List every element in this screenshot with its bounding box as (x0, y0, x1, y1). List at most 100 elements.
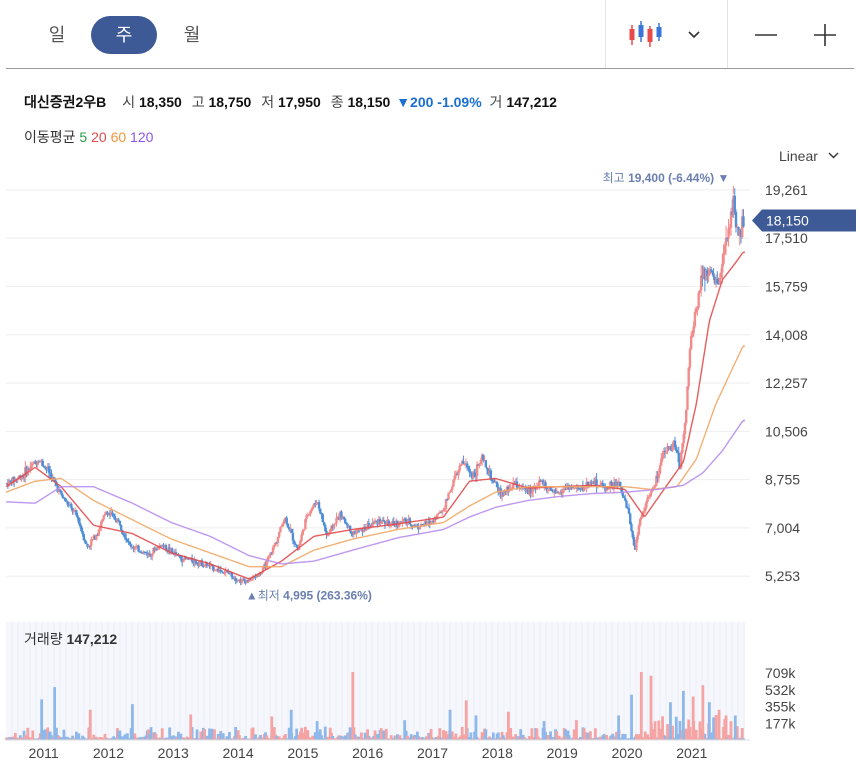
candle-body (424, 521, 428, 524)
candle-body (436, 514, 439, 520)
period-tab-day[interactable]: 일 (48, 25, 66, 45)
moving-average-legend[interactable]: 이동평균 5 20 60 120 (24, 127, 153, 147)
candle-body (594, 479, 597, 484)
candle-body (101, 519, 104, 522)
candle-body (179, 556, 183, 559)
close-value: 18,150 (347, 94, 391, 110)
candle-body (209, 564, 212, 567)
candle-body (499, 488, 502, 498)
candle-body (139, 551, 143, 553)
volume-bar (729, 721, 733, 740)
candle-body (147, 553, 150, 556)
candle-body (375, 520, 378, 522)
candle-body (300, 534, 303, 541)
candle-body (498, 488, 501, 493)
candle-body (482, 454, 485, 461)
volume-bar (323, 726, 327, 740)
volume-bar (272, 727, 276, 740)
candle-body (180, 558, 184, 563)
candle-body (617, 482, 621, 486)
toolbar: 일 주 월 (0, 0, 860, 68)
candle-body (671, 444, 674, 451)
volume-bar (586, 732, 590, 740)
low-marker-label: ▲최저 4,995 (263.36%) (246, 588, 372, 602)
candle-body (633, 545, 637, 550)
volume-bar (611, 733, 615, 740)
candle-body (9, 480, 12, 482)
candle-body (81, 530, 84, 535)
candle-body (666, 446, 669, 452)
volume-bar (717, 709, 721, 740)
volume-bar (208, 728, 211, 740)
chevron-down-icon[interactable] (688, 26, 700, 44)
candle-body (243, 578, 246, 581)
candle-body (463, 463, 466, 465)
candle-body (423, 521, 427, 526)
candle-body (401, 520, 404, 523)
candle-body (556, 491, 560, 494)
candle-body (391, 521, 394, 523)
candle-body (261, 567, 265, 573)
candle-body (339, 511, 342, 520)
candle-body (256, 575, 260, 577)
candle-body (453, 475, 456, 480)
plus-icon[interactable] (813, 23, 837, 52)
candle-body (280, 526, 283, 528)
volume-axis-tick: 177k (765, 715, 796, 731)
volume-bar (43, 729, 47, 740)
candle-body (273, 545, 276, 548)
candle-body (234, 578, 237, 581)
candle-body (545, 487, 549, 491)
low-marker-value: 4,995 (263.36%) (283, 588, 372, 602)
candle-body (524, 486, 527, 492)
volume-axis-tick: 709k (765, 665, 796, 681)
candle-body (655, 475, 658, 486)
candle-body (670, 446, 673, 451)
minus-icon[interactable] (754, 25, 778, 50)
candle-body (610, 481, 613, 485)
candle-body (44, 467, 47, 469)
volume-bar (275, 735, 279, 740)
candle-body (159, 545, 163, 547)
candle-body (487, 469, 490, 475)
candle-body (290, 529, 293, 533)
ma60-label: 60 (110, 129, 127, 145)
candle-body (92, 535, 95, 540)
candle-body (609, 481, 612, 489)
candle-body (590, 481, 593, 484)
candle-body (648, 493, 652, 497)
candle-body (190, 558, 194, 562)
candle-body (258, 573, 261, 577)
candle-body (239, 579, 242, 583)
change-value: 200 (410, 94, 434, 110)
candle-body (266, 556, 270, 561)
volume-bar (593, 728, 597, 740)
candle-body (41, 460, 44, 467)
candle-body (371, 522, 374, 527)
volume-bar (259, 734, 262, 740)
period-tab-week[interactable]: 주 (91, 16, 157, 54)
candle-body (680, 452, 683, 468)
candle-body (553, 489, 556, 493)
candlestick-icon[interactable] (628, 20, 662, 53)
candle-body (337, 517, 341, 520)
volume-bar (584, 732, 587, 740)
scale-dropdown[interactable]: Linear (779, 146, 839, 164)
candle-body (86, 544, 89, 547)
candle-body (503, 490, 506, 496)
period-tab-month[interactable]: 월 (183, 25, 201, 45)
candle-body (643, 507, 647, 512)
volume-bar (177, 731, 180, 740)
volume-bar (318, 729, 322, 740)
candle-body (329, 529, 332, 533)
volume-bar (567, 735, 571, 740)
candle-body (317, 502, 321, 509)
volume-bar (53, 687, 57, 740)
volume-bar (733, 715, 737, 740)
volume-axis-tick: 355k (765, 698, 796, 714)
candle-body (133, 547, 137, 550)
candle-body (667, 446, 670, 449)
volume-bar (588, 731, 592, 740)
volume-bar (138, 737, 142, 740)
